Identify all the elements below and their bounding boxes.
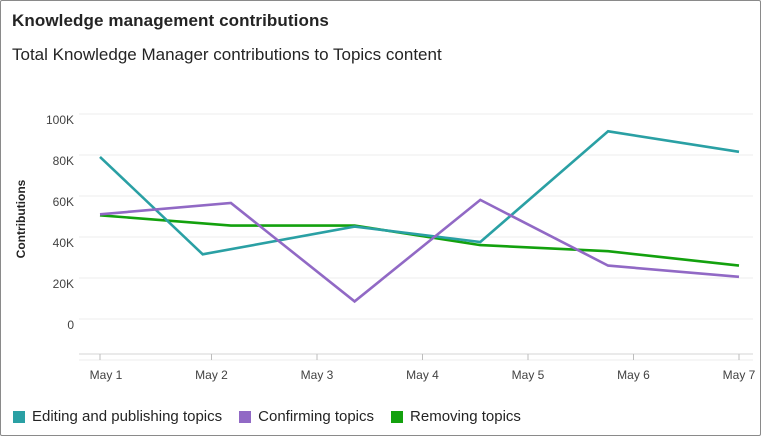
x-tick-label: May 6 [617, 368, 650, 382]
legend-swatch [391, 410, 404, 423]
chart-title: Knowledge management contributions [12, 11, 329, 30]
x-tick-label: May 7 [723, 368, 756, 382]
x-tick-label: May 5 [512, 368, 545, 382]
y-tick-label: 100K [46, 113, 74, 127]
chart-legend: Editing and publishing topics Confirming … [13, 408, 538, 425]
x-axis: May 1 May 2 May 3 May 4 May 5 May 6 May 7 [79, 353, 756, 382]
y-tick-label: 0 [67, 318, 74, 332]
y-axis: 0 20K 40K 60K 80K 100K [46, 113, 74, 332]
x-tick-label: May 1 [90, 368, 123, 382]
legend-item[interactable]: Removing topics [391, 408, 521, 425]
legend-label: Removing topics [410, 408, 521, 425]
legend-swatch [239, 410, 252, 423]
y-tick-label: 20K [53, 277, 74, 291]
y-tick-label: 60K [53, 195, 74, 209]
y-axis-label: Contributions [14, 179, 28, 258]
series-line-removing-topics [99, 214, 740, 267]
legend-label: Confirming topics [258, 408, 375, 425]
legend-item[interactable]: Editing and publishing topics [13, 408, 222, 425]
series-line-editing-and-publishing-topics [99, 129, 740, 256]
series-line-confirming-topics [99, 198, 740, 304]
y-tick-label: 80K [53, 154, 74, 168]
chart-subtitle: Total Knowledge Manager contributions to… [12, 45, 442, 64]
x-tick-label: May 4 [406, 368, 439, 382]
legend-swatch [13, 410, 25, 423]
gridlines [79, 113, 753, 361]
x-tick-label: May 2 [195, 368, 228, 382]
legend-label: Editing and publishing topics [32, 408, 223, 425]
series-lines [99, 129, 740, 304]
legend-item[interactable]: Confirming topics [239, 408, 374, 425]
y-tick-label: 40K [53, 236, 74, 250]
x-tick-label: May 3 [301, 368, 334, 382]
